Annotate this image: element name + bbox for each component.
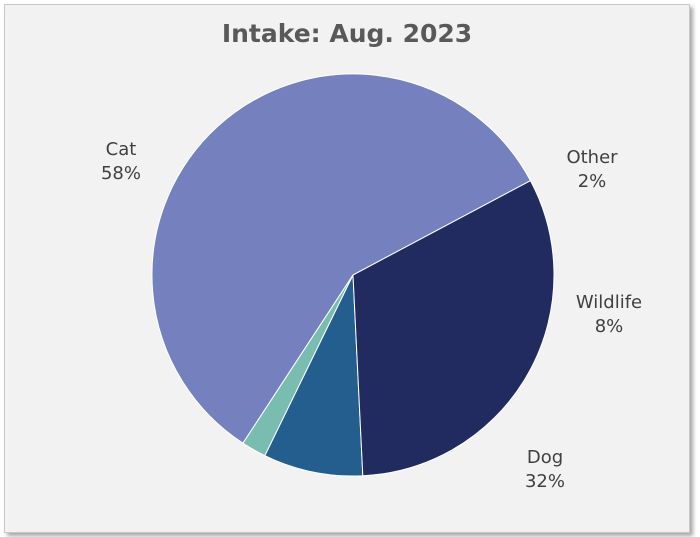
slice-percent-cat: 58% xyxy=(101,163,141,184)
labels-layer: Cat 58% Other 2% Wildlife 8% Dog 32% xyxy=(101,139,642,492)
pie-chart: Cat 58% Other 2% Wildlife 8% Dog 32% xyxy=(101,73,642,492)
pie-slice-dog xyxy=(352,179,555,477)
slice-percent-wildlife: 8% xyxy=(595,316,624,337)
slice-label-dog: Dog xyxy=(527,447,563,468)
slice-percent-dog: 32% xyxy=(525,471,565,492)
slice-label-cat: Cat xyxy=(106,139,137,160)
pie-slice-wildlife xyxy=(264,274,364,477)
slice-percent-other: 2% xyxy=(578,171,607,192)
slice-label-other: Other xyxy=(566,147,618,168)
slice-label-wildlife: Wildlife xyxy=(576,292,642,313)
slices-layer xyxy=(151,73,555,477)
pie-slice-cat xyxy=(151,73,532,444)
chart-frame: Intake: Aug. 2023 Cat 58% Other 2% Wildlife 8… xyxy=(4,4,690,533)
chart-title: Intake: Aug. 2023 xyxy=(221,19,473,48)
